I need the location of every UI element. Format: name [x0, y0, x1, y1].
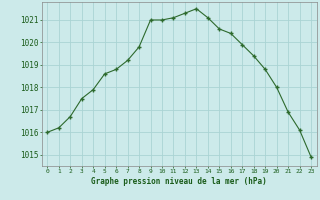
X-axis label: Graphe pression niveau de la mer (hPa): Graphe pression niveau de la mer (hPa) — [91, 177, 267, 186]
